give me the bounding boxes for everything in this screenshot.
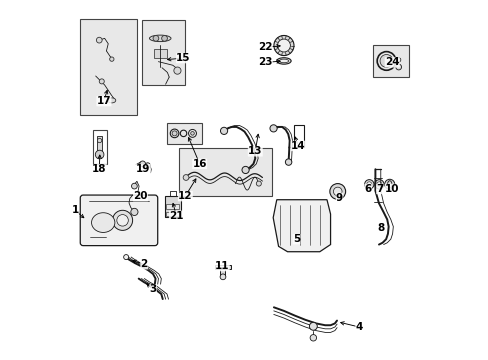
- Bar: [166, 204, 179, 209]
- Circle shape: [97, 138, 102, 143]
- Ellipse shape: [149, 35, 171, 41]
- Circle shape: [109, 57, 114, 61]
- Text: 18: 18: [92, 164, 106, 174]
- Circle shape: [269, 125, 277, 132]
- Text: 20: 20: [133, 191, 147, 201]
- Circle shape: [131, 208, 138, 216]
- Text: 15: 15: [176, 53, 190, 63]
- Text: 4: 4: [355, 322, 362, 332]
- Circle shape: [117, 215, 128, 226]
- Bar: [372, 45, 408, 77]
- Circle shape: [395, 64, 401, 70]
- Text: 9: 9: [335, 193, 343, 203]
- Text: 3: 3: [149, 284, 156, 294]
- Bar: [166, 123, 202, 144]
- Text: 14: 14: [290, 141, 305, 151]
- Circle shape: [131, 183, 137, 189]
- FancyBboxPatch shape: [80, 195, 158, 246]
- Circle shape: [366, 182, 371, 187]
- Text: 1: 1: [71, 206, 79, 216]
- Circle shape: [309, 334, 316, 341]
- Bar: [97, 136, 102, 153]
- Circle shape: [285, 159, 291, 165]
- Text: 5: 5: [292, 234, 300, 244]
- Text: 13: 13: [247, 146, 262, 156]
- Bar: [80, 19, 137, 116]
- Circle shape: [183, 175, 188, 180]
- Bar: [293, 125, 304, 147]
- Circle shape: [174, 67, 181, 74]
- Circle shape: [140, 161, 145, 167]
- Circle shape: [396, 58, 400, 62]
- Ellipse shape: [276, 58, 290, 64]
- Text: 16: 16: [192, 159, 206, 169]
- Text: 23: 23: [258, 57, 272, 67]
- Text: 11: 11: [215, 261, 229, 271]
- Text: 17: 17: [97, 96, 111, 106]
- Circle shape: [376, 182, 381, 187]
- Circle shape: [333, 187, 341, 196]
- Circle shape: [112, 210, 132, 230]
- Circle shape: [145, 163, 150, 168]
- Bar: [93, 130, 106, 164]
- Circle shape: [99, 79, 104, 84]
- Polygon shape: [273, 200, 330, 252]
- Circle shape: [162, 36, 167, 41]
- Ellipse shape: [279, 59, 288, 63]
- Circle shape: [172, 131, 177, 136]
- Circle shape: [309, 322, 317, 330]
- Bar: [142, 21, 185, 85]
- Circle shape: [153, 36, 159, 41]
- Circle shape: [220, 274, 225, 280]
- Bar: [179, 148, 272, 196]
- Circle shape: [95, 150, 104, 159]
- Text: 24: 24: [384, 57, 399, 67]
- Circle shape: [220, 127, 227, 134]
- Ellipse shape: [108, 98, 116, 103]
- Bar: [153, 49, 166, 58]
- Circle shape: [374, 180, 383, 189]
- Text: 7: 7: [376, 184, 383, 194]
- Bar: [220, 269, 225, 276]
- Text: 10: 10: [384, 184, 399, 194]
- Circle shape: [384, 179, 394, 189]
- Circle shape: [273, 36, 293, 55]
- Circle shape: [256, 181, 261, 186]
- Ellipse shape: [91, 213, 115, 233]
- Circle shape: [96, 37, 102, 43]
- Circle shape: [190, 132, 194, 135]
- Text: 2: 2: [140, 259, 147, 269]
- Bar: [164, 196, 180, 217]
- Circle shape: [379, 54, 392, 67]
- Bar: [166, 212, 179, 216]
- Text: 8: 8: [376, 224, 384, 233]
- Bar: [215, 265, 230, 269]
- Text: 21: 21: [169, 211, 183, 221]
- Text: 19: 19: [136, 164, 150, 174]
- Circle shape: [364, 180, 373, 189]
- Circle shape: [277, 39, 290, 52]
- Text: 6: 6: [364, 184, 371, 194]
- Circle shape: [329, 184, 345, 199]
- Circle shape: [123, 255, 128, 260]
- Circle shape: [242, 166, 249, 174]
- Text: 22: 22: [258, 42, 272, 52]
- Text: 12: 12: [178, 191, 192, 201]
